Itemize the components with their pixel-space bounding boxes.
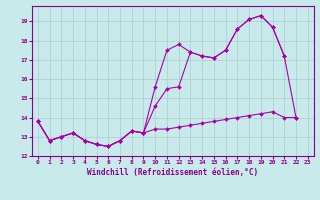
X-axis label: Windchill (Refroidissement éolien,°C): Windchill (Refroidissement éolien,°C) bbox=[87, 168, 258, 177]
